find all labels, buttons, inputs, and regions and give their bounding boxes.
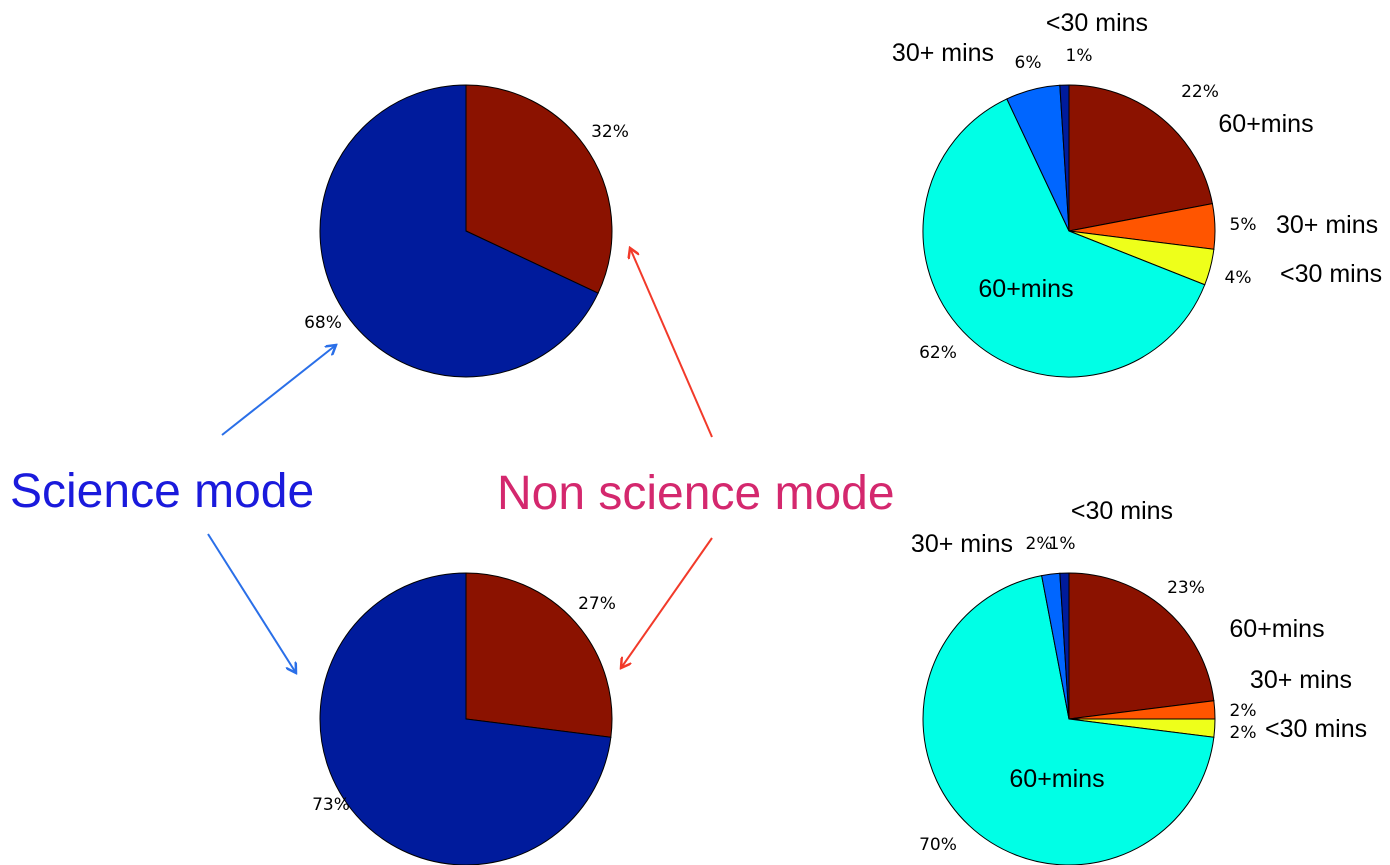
slice-category-label: <30 mins [1280, 260, 1382, 288]
slice-category-label: 30+ mins [1276, 211, 1378, 239]
slice-percent-label: 5% [1230, 215, 1257, 235]
pie-slice [1059, 84, 1070, 232]
slice-category-label: <30 mins [1046, 9, 1148, 37]
slice-percent-label: 62% [919, 343, 957, 363]
slice-category-label: 60+mins [1229, 615, 1324, 643]
pie-slice [465, 84, 613, 294]
slice-percent-label: 23% [1167, 578, 1205, 598]
slice-category-label: <30 mins [1265, 715, 1367, 743]
pie-slice [465, 572, 613, 738]
slice-percent-label: 1% [1049, 534, 1076, 554]
slice-percent-label: 4% [1225, 268, 1252, 288]
slice-percent-label: 1% [1066, 46, 1093, 66]
slice-percent-label: 27% [578, 594, 616, 614]
pie-slice [922, 575, 1215, 865]
slice-category-label: 30+ mins [892, 39, 994, 67]
slice-percent-label: 68% [304, 313, 342, 333]
slice-category-label: 60+mins [978, 275, 1073, 303]
slice-category-label: 30+ mins [911, 530, 1013, 558]
slice-percent-label: 32% [591, 122, 629, 142]
nonscience-mode-label: Non science mode [497, 467, 895, 520]
slice-percent-label: 22% [1181, 82, 1219, 102]
slice-category-label: 60+mins [1009, 765, 1104, 793]
slice-category-label: 30+ mins [1250, 666, 1352, 694]
science-mode-label: Science mode [10, 465, 314, 518]
slice-percent-label: 2% [1230, 701, 1257, 721]
slice-percent-label: 73% [312, 795, 350, 815]
pie-chart-bottom-left: 27% 73% [312, 572, 616, 865]
slice-percent-label: 6% [1015, 53, 1042, 73]
pie-chart-top-left: 32% 68% [304, 84, 629, 378]
pie-slice [319, 84, 599, 378]
science-arrow-bottom [207, 533, 296, 673]
science-arrow-top [221, 345, 336, 436]
slice-percent-label: 2% [1026, 534, 1053, 554]
nonscience-arrow-bottom [621, 537, 713, 668]
slice-category-label: 60+mins [1218, 110, 1313, 138]
pie-slice [1068, 84, 1213, 232]
pie-slice [319, 572, 612, 865]
nonscience-arrow-top [630, 248, 713, 438]
slice-percent-label: 2% [1230, 723, 1257, 743]
pie-slice [922, 98, 1206, 378]
slice-percent-label: 70% [919, 835, 957, 855]
pie-slice [1059, 572, 1070, 720]
pie-chart-top-right: 22% 5% 4% 62% 6% 1% 60+mins 30+ mins <30 mins 60+… [892, 9, 1382, 378]
pie-slice [1068, 572, 1215, 720]
slice-category-label: <30 mins [1071, 497, 1173, 525]
